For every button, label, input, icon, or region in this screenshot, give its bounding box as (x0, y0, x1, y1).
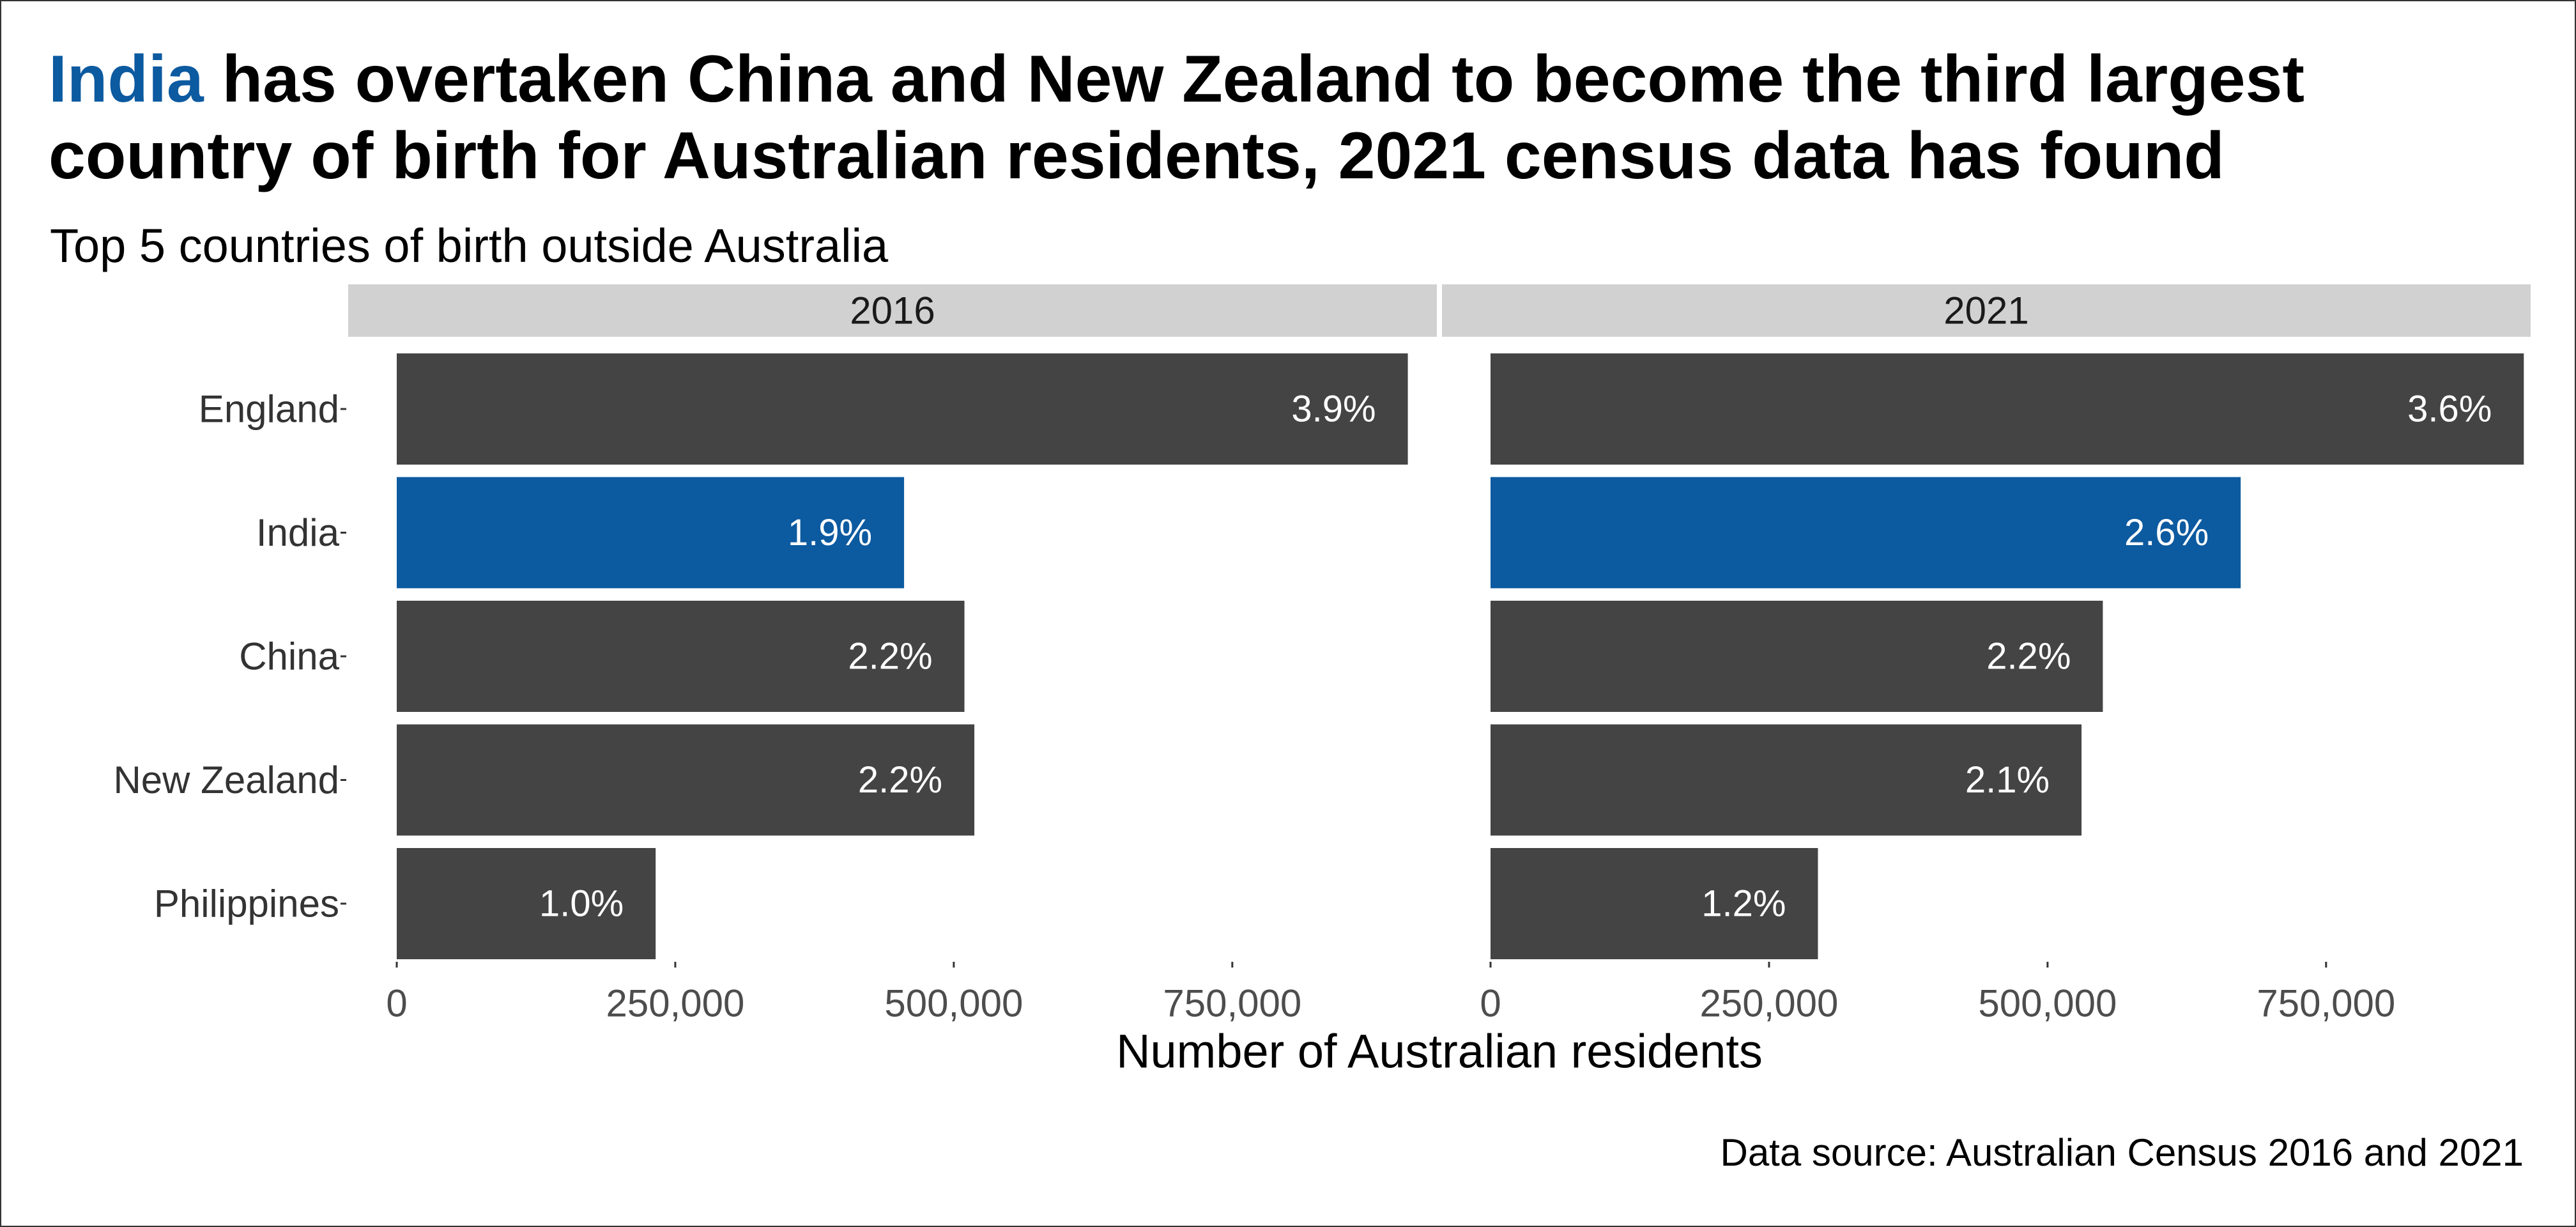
chart-title-rest: has overtaken China and New Zealand to b… (49, 42, 2305, 193)
bar-2016-philippines (397, 848, 656, 959)
bar-2016-china (397, 601, 965, 712)
category-label-new-zealand: New Zealand (113, 759, 339, 801)
bar-2021-england (1491, 353, 2524, 465)
facet-strip-2021 (1442, 284, 2531, 337)
bar-2021-india (1491, 477, 2241, 589)
x-tick-label-2021-2: 500,000 (1978, 982, 2117, 1025)
facet-strip-label-2021: 2021 (1943, 289, 2028, 332)
category-label-china: China (239, 635, 339, 678)
bar-label-2021-india: 2.6% (2124, 512, 2209, 553)
x-tick-label-2016-1: 250,000 (606, 982, 744, 1025)
bar-label-2021-philippines: 1.2% (1701, 883, 1786, 925)
chart-subtitle: Top 5 countries of birth outside Austral… (50, 219, 889, 272)
bar-2021-new-zealand (1491, 724, 2082, 836)
bar-label-2016-new-zealand: 2.2% (858, 759, 942, 801)
bar-2016-england (397, 353, 1408, 465)
bar-label-2016-china: 2.2% (848, 636, 932, 677)
bar-2016-new-zealand (397, 724, 975, 836)
bar-label-2021-china: 2.2% (1986, 636, 2071, 677)
bar-label-2021-england: 3.6% (2407, 389, 2492, 430)
data-source-caption: Data source: Australian Census 2016 and … (1720, 1131, 2524, 1174)
x-tick-label-2021-0: 0 (1480, 982, 1501, 1025)
x-axis-title: Number of Australian residents (1116, 1025, 1763, 1078)
bar-2016-india (397, 477, 905, 589)
facet-strip-2016 (348, 284, 1437, 337)
chart-title: India has overtaken China and New Zealan… (49, 41, 2515, 194)
x-tick-label-2016-2: 500,000 (884, 982, 1023, 1025)
chart-title-highlight: India (49, 42, 204, 116)
category-label-philippines: Philippines (154, 883, 339, 925)
category-label-india: India (256, 511, 340, 554)
category-label-england: England (199, 388, 339, 431)
bar-label-2016-philippines: 1.0% (539, 883, 624, 925)
bar-label-2021-new-zealand: 2.1% (1965, 759, 2050, 801)
bar-2021-china (1491, 601, 2103, 712)
facet-strip-label-2016: 2016 (850, 289, 935, 332)
bar-2021-philippines (1491, 848, 1818, 959)
x-tick-label-2016-0: 0 (386, 982, 407, 1025)
bar-label-2016-england: 3.9% (1291, 389, 1376, 430)
x-tick-label-2021-3: 750,000 (2257, 982, 2395, 1025)
x-tick-label-2021-1: 250,000 (1699, 982, 1838, 1025)
bar-label-2016-india: 1.9% (788, 512, 872, 553)
x-tick-label-2016-3: 750,000 (1163, 982, 1301, 1025)
